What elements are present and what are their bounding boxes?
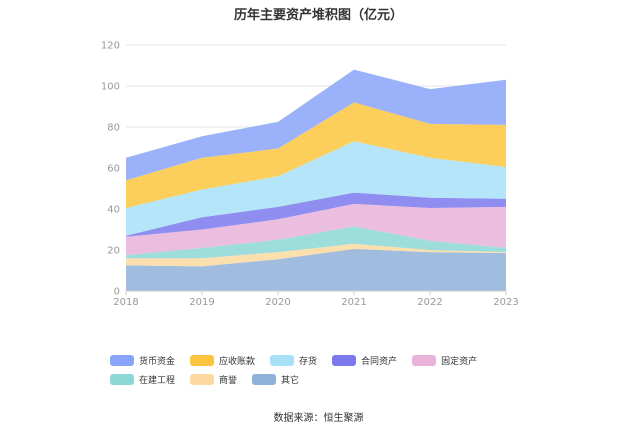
legend-item[interactable]: 商誉	[190, 373, 237, 386]
legend-swatch	[190, 374, 215, 385]
area-0	[126, 249, 506, 291]
legend-label: 存货	[299, 357, 318, 367]
legend-swatch	[332, 355, 357, 366]
legend-swatch	[412, 355, 437, 366]
area-series-group	[126, 69, 506, 291]
legend-label: 应收账款	[219, 357, 256, 367]
legend-label: 合同资产	[361, 357, 398, 367]
legend-swatch	[270, 355, 295, 366]
y-tick-label: 80	[107, 123, 120, 134]
legend-swatch	[252, 374, 277, 385]
y-tick-label: 0	[114, 287, 120, 298]
chart-title: 历年主要资产堆积图（亿元）	[233, 8, 403, 23]
y-tick-label: 20	[107, 246, 120, 257]
area-7	[126, 69, 506, 181]
x-tick-label: 2018	[113, 297, 138, 308]
area-2	[126, 226, 506, 259]
y-tick-label: 40	[107, 205, 120, 216]
legend-label: 在建工程	[139, 376, 176, 386]
legend-swatch	[110, 374, 134, 385]
legend-item[interactable]: 合同资产	[332, 354, 397, 367]
legend-item[interactable]: 货币资金	[110, 354, 175, 367]
legend: 货币资金 应收账款 存货 合同资产 固定资产在建工程 商誉 其它	[110, 354, 550, 392]
legend-label: 货币资金	[139, 357, 176, 367]
y-tick-label: 100	[101, 82, 120, 93]
legend-swatch	[190, 355, 215, 366]
area-3	[126, 203, 506, 256]
x-tick-label: 2023	[493, 297, 518, 308]
area-4	[126, 192, 506, 237]
legend-label: 商誉	[219, 376, 238, 386]
legend-label: 固定资产	[441, 357, 478, 367]
legend-item[interactable]: 存货	[270, 354, 317, 367]
y-tick-label: 120	[101, 41, 120, 52]
x-tick-label: 2020	[265, 297, 290, 308]
legend-item[interactable]: 在建工程	[110, 373, 175, 386]
area-6	[126, 102, 506, 208]
legend-swatch	[110, 355, 134, 366]
legend-item[interactable]: 固定资产	[412, 354, 477, 367]
legend-label: 其它	[281, 376, 300, 386]
x-tick-label: 2019	[189, 297, 214, 308]
y-tick-label: 60	[107, 164, 120, 175]
data-source: 数据来源：恒生聚源	[273, 413, 364, 424]
area-1	[126, 243, 506, 267]
legend-item[interactable]: 应收账款	[190, 354, 255, 367]
x-tick-label: 2022	[417, 297, 442, 308]
area-5	[126, 141, 506, 236]
legend-item[interactable]: 其它	[252, 373, 299, 386]
x-tick-label: 2021	[341, 297, 366, 308]
